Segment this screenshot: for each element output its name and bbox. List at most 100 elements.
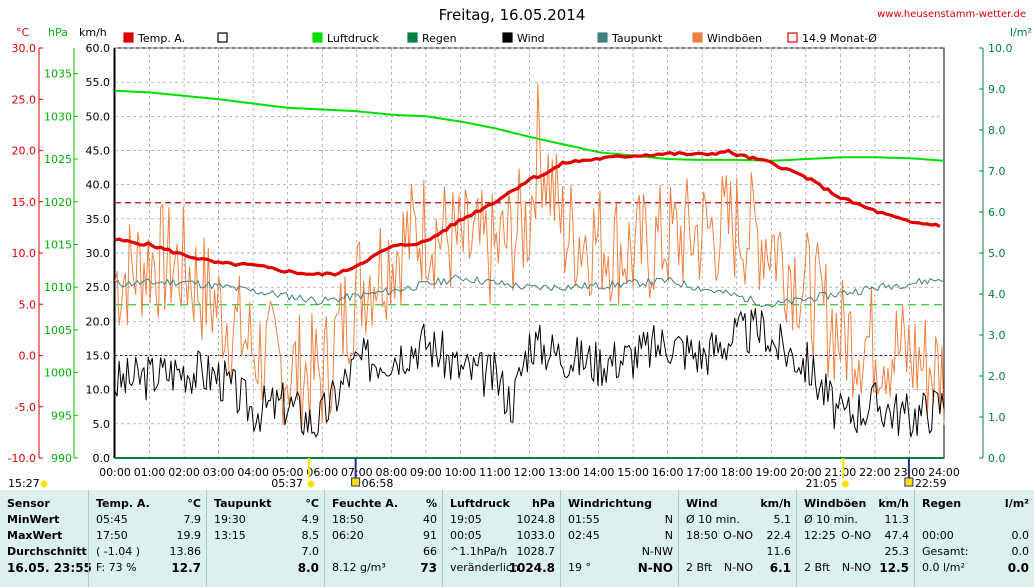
x-tick-7: 07:00 [341, 466, 373, 479]
wind-tick-1: 55.0 [86, 76, 111, 89]
x-tick-1: 01:00 [134, 466, 166, 479]
gusts-row1-dir: O-NO [841, 529, 871, 542]
pressure-tick-0: 1035 [44, 68, 72, 81]
legend: Temp. A. Luftdruck Regen Wind Taupunkt Windbö… [123, 32, 877, 45]
pressure-tick-8: 995 [51, 409, 72, 422]
rain-tick-5: 5.0 [988, 247, 1006, 260]
wind-row2-value: 11.6 [766, 545, 792, 558]
gusts-row0-time: Ø 10 min. [804, 513, 858, 526]
pressure-row3-value: 1024.8 [508, 561, 555, 575]
winddir-head: Windrichtung [568, 497, 652, 510]
sensor-current: 16.05. 23:55 [7, 561, 92, 575]
x-tick-14: 14:00 [583, 466, 615, 479]
sensor-max: MaxWert [7, 529, 63, 542]
dew-row2-value: 7.0 [301, 545, 320, 558]
dew-row3-value: 8.0 [297, 561, 319, 575]
pressure-row2-time: ^1.1hPa/h [450, 545, 508, 558]
wind-row1-time: 18:50 [686, 529, 718, 542]
temp-row0-time: 05:45 [96, 513, 128, 526]
stats-col-winddir: Windrichtung 01:55 N 02:45 N N-NW 19 ° N-NO [560, 490, 679, 587]
wind-row3-dir: N-NO [723, 561, 753, 574]
pressure-tick-1: 1030 [44, 110, 72, 123]
wind-unit-label: km/h [79, 26, 107, 39]
rain-row2-time: Gesamt: [922, 545, 969, 558]
rain-head: Regen [922, 497, 962, 510]
dew-row0-time: 19:30 [214, 513, 246, 526]
pressure-unit-label: hPa [48, 26, 68, 39]
humidity-row3-value: 73 [420, 561, 437, 575]
series-temp-a- [114, 148, 941, 277]
temp-tick-1: 25.0 [12, 93, 37, 106]
rain-row2-value: 0.0 [1011, 545, 1030, 558]
temp-tick-2: 20.0 [12, 145, 37, 158]
sensor-avg: Durchschnitt [7, 545, 87, 558]
wind-row1-dir: O-NO [723, 529, 753, 542]
moonset-icon [904, 477, 914, 487]
wind-tick-10: 10.0 [86, 384, 111, 397]
temp-row3-value: 12.7 [171, 561, 201, 575]
legend-swatch-7 [787, 32, 798, 43]
rain-row3-value: 0.0 [1007, 561, 1029, 575]
humidity-head: Feuchte A. [332, 497, 399, 510]
humidity-unit: % [425, 497, 437, 510]
x-tick-6: 06:00 [306, 466, 338, 479]
sensor-head: Sensor [7, 497, 50, 510]
sensor-min: MinWert [7, 513, 60, 526]
wind-row3-time: 2 Bft [686, 561, 713, 574]
gusts-row1-value: 47.4 [884, 529, 910, 542]
website-label: www.heusenstamm-wetter.de [877, 9, 1026, 20]
wind-tick-9: 15.0 [86, 350, 111, 363]
wind-tick-7: 25.0 [86, 281, 111, 294]
gusts-row3-dir: N-NO [841, 561, 871, 574]
winddir-row1-value: N [664, 529, 673, 542]
x-tick-2: 02:00 [168, 466, 200, 479]
wind-unit: km/h [760, 497, 791, 510]
sunrise-time: 05:37 [271, 477, 303, 490]
gusts-head: Windböen [804, 497, 867, 510]
legend-label-4: Wind [517, 32, 545, 45]
rain-tick-6: 4.0 [988, 288, 1006, 301]
series-wind [114, 308, 945, 438]
humidity-row0-time: 18:50 [332, 513, 364, 526]
pressure-row0-value: 1024.8 [516, 513, 556, 526]
wind-tick-2: 50.0 [86, 110, 111, 123]
axes: °C hPa km/h l/m² 30.0 25.0 20.0 15.0 10.0 5.0 0.0 -… [8, 26, 1032, 479]
gusts-row1-time: 12:25 [804, 529, 836, 542]
stats-col-temp: Temp. A. °C 05:45 7.9 17:50 19.9 ( -1.04 ) 13.8… [88, 490, 207, 587]
start-time: 15:27 [8, 477, 40, 490]
chart-title: Freitag, 16.05.2014 [439, 6, 586, 24]
pressure-tick-2: 1025 [44, 153, 72, 166]
start-sun-icon [40, 480, 48, 488]
wind-tick-11: 5.0 [93, 418, 111, 431]
temp-row0-value: 7.9 [183, 513, 202, 526]
pressure-tick-4: 1015 [44, 238, 72, 251]
plot-area [114, 83, 945, 459]
wind-head: Wind [686, 497, 718, 510]
legend-label-7: 14.9 Monat-Ø [802, 32, 877, 45]
x-tick-4: 04:00 [237, 466, 269, 479]
x-tick-5: 05:00 [272, 466, 304, 479]
rain-tick-9: 1.0 [988, 411, 1006, 424]
legend-label-6: Windböen [707, 32, 762, 45]
x-tick-15: 15:00 [617, 466, 649, 479]
rain-row1-time: 00:00 [922, 529, 954, 542]
x-tick-10: 10:00 [445, 466, 477, 479]
stats-col-rain: Regen l/m² 00:00 0.0 Gesamt: 0.0 0.0 l/m² 0.0 [914, 490, 1034, 587]
rain-tick-4: 6.0 [988, 206, 1006, 219]
legend-label-5: Taupunkt [611, 32, 663, 45]
x-tick-0: 00:00 [99, 466, 131, 479]
pressure-row3-time: veränderlich [450, 561, 519, 574]
gusts-row0-value: 11.3 [884, 513, 910, 526]
rain-row3-time: 0.0 l/m² [922, 561, 965, 574]
pressure-head: Luftdruck [450, 497, 510, 510]
dew-row0-value: 4.9 [301, 513, 320, 526]
pressure-tick-5: 1010 [44, 281, 72, 294]
temp-tick-3: 15.0 [12, 196, 37, 209]
temp-row1-value: 19.9 [176, 529, 202, 542]
winddir-row2-value: N-NW [641, 545, 673, 558]
legend-swatch-4 [502, 32, 513, 43]
legend-swatch-6 [692, 32, 703, 43]
stats-col-pressure: Luftdruck hPa 19:05 1024.8 00:05 1033.0 ^1.1hP… [442, 490, 561, 587]
time-markers: 15:27 05:37 06:58 21:05 22:59 [8, 458, 947, 490]
gusts-unit: km/h [878, 497, 909, 510]
